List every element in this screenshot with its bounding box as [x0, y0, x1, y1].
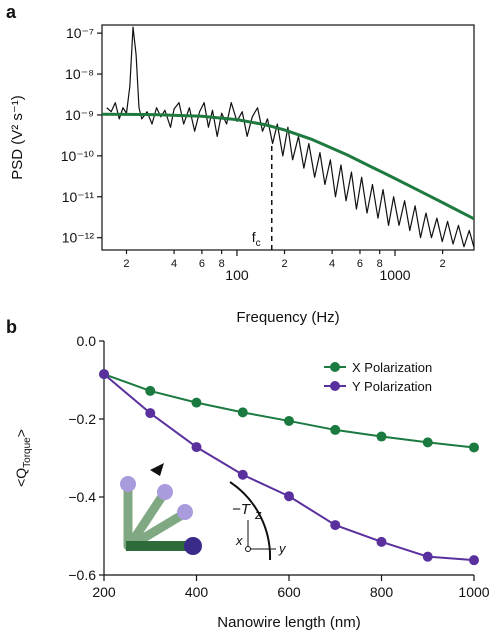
data-point	[330, 520, 341, 531]
x-tick-label: 800	[370, 584, 394, 600]
data-point	[422, 437, 433, 448]
marker-label-sub: c	[256, 238, 261, 249]
x-tick-label: 8	[219, 258, 225, 270]
data-point	[99, 369, 109, 380]
y-label-part: <Q	[13, 468, 29, 487]
panel-label: b	[6, 317, 17, 337]
series-line	[106, 26, 474, 248]
data-point	[469, 555, 479, 566]
y-label-part: >	[13, 429, 29, 437]
y-tick-label: −0.4	[68, 489, 96, 505]
data-point	[284, 415, 294, 426]
x-tick-label: 2	[281, 258, 287, 270]
x-tick-label: 100	[225, 267, 249, 283]
data-point	[191, 397, 202, 408]
legend-marker	[330, 381, 340, 391]
x-tick-label: 1000	[379, 267, 410, 283]
x-tick-label: 2	[123, 258, 129, 270]
x-tick-label: 6	[199, 258, 205, 270]
marker-label: fc	[252, 229, 261, 249]
data-point	[469, 442, 479, 453]
x-tick-label: 4	[329, 258, 335, 270]
y-tick-label: 10⁻⁷	[66, 25, 94, 41]
plot-frame	[101, 24, 475, 251]
x-axis-label: Nanowire length (nm)	[217, 614, 360, 631]
data-point	[145, 408, 156, 419]
x-tick-label: 1000	[458, 584, 489, 600]
y-tick-label: 10⁻⁹	[65, 107, 94, 123]
x-tick-label: 600	[277, 584, 301, 600]
y-axis-label: PSD (V² s⁻¹)	[9, 95, 26, 180]
y-tick-label: −0.2	[68, 411, 96, 427]
x-tick-label: 4	[171, 258, 177, 270]
y-tick-label: 10⁻¹⁰	[61, 148, 95, 164]
y-axis-label: <QTorque>	[13, 429, 33, 487]
data-point	[422, 551, 433, 562]
data-point	[330, 424, 341, 435]
x-tick-label: 200	[92, 584, 116, 600]
data-point	[191, 442, 202, 453]
y-tick-label: 10⁻⁸	[65, 66, 94, 82]
series-line	[102, 112, 474, 221]
legend-marker	[330, 362, 340, 372]
x-tick-label: 2	[440, 258, 446, 270]
marker-label-text: f	[252, 229, 256, 245]
x-tick-label: 6	[357, 258, 363, 270]
x-axis-label: Frequency (Hz)	[236, 309, 339, 326]
y-tick-label: 0.0	[77, 333, 97, 349]
data-point	[145, 385, 156, 396]
axis-letter: z	[254, 507, 262, 522]
x-tick-label: 400	[185, 584, 209, 600]
data-point	[237, 407, 248, 418]
data-point	[237, 469, 248, 480]
inset-illustration	[120, 463, 276, 561]
x-tick-label: 8	[377, 258, 383, 270]
panel-label: a	[6, 2, 17, 22]
legend-label: Y Polarization	[352, 379, 432, 394]
legend-label: X Polarization	[352, 360, 432, 375]
data-point	[284, 491, 294, 502]
y-tick-label: −0.6	[68, 567, 96, 583]
y-tick-label: 10⁻¹¹	[62, 189, 95, 205]
annotation: −T	[232, 501, 252, 518]
data-point	[376, 431, 387, 442]
y-label-sub: Torque	[22, 437, 33, 468]
data-point	[376, 536, 387, 547]
y-tick-label: 10⁻¹²	[62, 230, 95, 246]
axis-letter: x	[235, 533, 243, 548]
axis-letter: y	[278, 541, 287, 556]
